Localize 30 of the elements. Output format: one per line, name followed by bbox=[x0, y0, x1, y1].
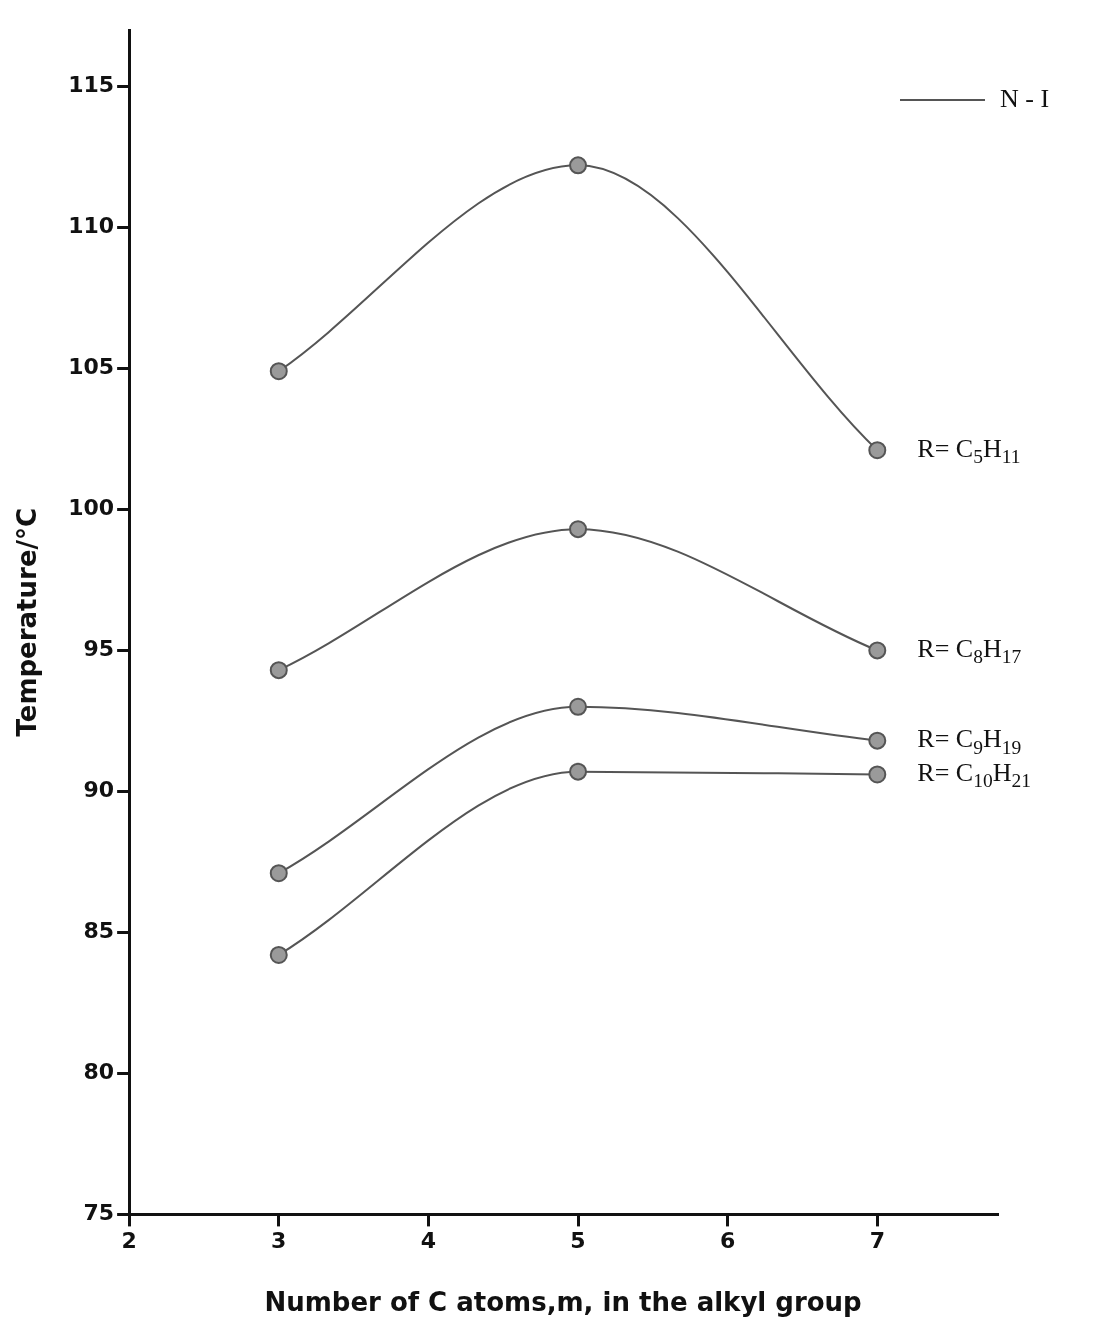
point bbox=[269, 362, 288, 381]
x-tick-label: 6 bbox=[720, 1228, 736, 1254]
point bbox=[269, 661, 288, 680]
point bbox=[868, 641, 887, 660]
x-tick-label: 3 bbox=[271, 1228, 287, 1254]
legend-title: N - I bbox=[1000, 83, 1050, 113]
x-tick-label: 2 bbox=[121, 1228, 137, 1254]
y-tick-label: 100 bbox=[68, 495, 115, 521]
point bbox=[868, 731, 887, 750]
point bbox=[868, 441, 887, 460]
y-tick-label: 110 bbox=[68, 213, 115, 239]
point bbox=[269, 945, 288, 964]
point bbox=[269, 864, 288, 883]
point bbox=[569, 156, 588, 175]
y-tick-label: 90 bbox=[83, 777, 115, 803]
y-tick-label: 115 bbox=[68, 72, 115, 98]
y-tick-label: 80 bbox=[83, 1059, 115, 1085]
y-axis-title: Temperature/°C bbox=[12, 507, 43, 737]
x-tick-label: 4 bbox=[420, 1228, 437, 1254]
x-axis-title: Number of C atoms,m, in the alkyl group bbox=[264, 1287, 862, 1318]
y-tick-label: 105 bbox=[68, 354, 115, 380]
point bbox=[569, 697, 588, 716]
x-tick-label: 7 bbox=[869, 1228, 885, 1254]
point bbox=[569, 520, 588, 539]
point bbox=[868, 765, 887, 784]
y-tick-label: 85 bbox=[83, 918, 115, 944]
x-tick-label: 5 bbox=[570, 1228, 586, 1254]
point bbox=[569, 762, 588, 781]
y-tick-label: 75 bbox=[83, 1200, 115, 1226]
y-tick-label: 95 bbox=[83, 636, 115, 662]
